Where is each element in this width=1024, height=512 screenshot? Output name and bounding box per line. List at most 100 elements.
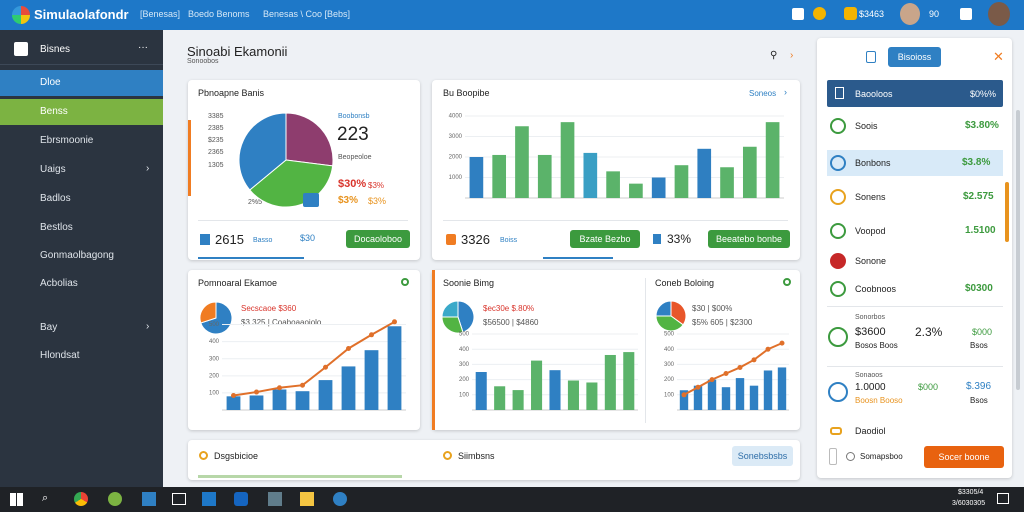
line <box>683 342 783 396</box>
bar <box>531 360 543 410</box>
panel-header-label: Baooloos <box>855 89 893 99</box>
sidebar-item[interactable]: Ebrsmoonie <box>40 135 94 146</box>
tab[interactable]: Benesas \ Coo [Bebs] <box>263 9 351 19</box>
button[interactable]: Sonebsbsbs <box>732 446 793 466</box>
footer-value: 3326 <box>461 232 490 247</box>
legend-label: $3.325 | Coaboaaoiolo <box>241 318 322 327</box>
y-tick-label: 1000 <box>449 175 463 181</box>
pie-chart <box>238 112 334 208</box>
sidebar-item[interactable]: Gonmaolbagong <box>40 250 114 261</box>
button[interactable]: Docaoloboo <box>346 230 410 248</box>
icon[interactable]: › <box>790 50 794 61</box>
sidebar-item[interactable]: Hlondsat <box>40 350 80 361</box>
bar <box>742 146 757 198</box>
row-icon <box>830 189 846 205</box>
line-point <box>392 319 397 325</box>
icon[interactable] <box>401 278 409 286</box>
scrollbar[interactable] <box>1005 182 1009 242</box>
sidebar-item[interactable]: Acbolias <box>40 278 78 289</box>
scrollbar[interactable] <box>1016 110 1020 390</box>
icon[interactable] <box>813 7 826 20</box>
badge-icon <box>844 7 857 20</box>
taskbar-app[interactable] <box>172 493 186 505</box>
tab[interactable]: [Benesas] <box>140 9 181 19</box>
bar <box>560 122 575 198</box>
panel-row[interactable] <box>827 150 1003 176</box>
bar <box>765 122 780 198</box>
avatar[interactable] <box>900 3 920 25</box>
stat-value: $000 <box>918 382 939 392</box>
footer-note: Basso <box>253 237 273 244</box>
row-icon <box>830 253 846 269</box>
bar <box>364 350 379 410</box>
y-tick-label: 400 <box>209 339 220 345</box>
card-title: Coneb Boloing <box>655 278 715 288</box>
combo-chart: 100 200 300 400 500 <box>209 319 406 411</box>
icon[interactable] <box>783 278 791 286</box>
icon[interactable]: ⚲ <box>770 50 778 61</box>
sidebar-item[interactable]: Uaigs <box>40 164 66 175</box>
row-icon <box>830 118 846 134</box>
start-button[interactable] <box>10 493 23 506</box>
button[interactable]: Socer boone <box>924 446 1004 468</box>
menu-dots[interactable]: ··· <box>138 42 148 53</box>
bar <box>629 183 643 198</box>
avatar[interactable] <box>988 2 1010 26</box>
notifications[interactable] <box>997 493 1009 504</box>
bar <box>777 367 787 410</box>
bar <box>763 370 773 410</box>
underline <box>198 257 304 259</box>
stat-caption: Sonorbos <box>855 314 885 321</box>
y-tick-label: 400 <box>459 347 470 353</box>
icon <box>200 234 210 245</box>
line-point <box>277 385 282 391</box>
taskbar-app[interactable] <box>333 492 347 506</box>
bar <box>721 387 731 410</box>
row-value: 1.5100 <box>965 225 996 236</box>
button[interactable]: Bisoioss <box>888 47 941 67</box>
search[interactable]: ⌕ <box>42 492 49 504</box>
row-icon <box>830 155 846 171</box>
y-tick-label: 500 <box>459 332 470 338</box>
axis-label: 2365 <box>208 149 224 156</box>
button[interactable]: Bzate Bezbo <box>570 230 640 248</box>
y-tick-label: 200 <box>664 377 675 383</box>
button[interactable]: Beeatebo bonbe <box>708 230 790 248</box>
page-title: Sinoabi Ekamonii <box>187 44 288 59</box>
icon <box>866 51 876 63</box>
icon[interactable] <box>960 8 972 20</box>
divider <box>827 306 1003 307</box>
tab[interactable]: Boedo Benoms <box>188 9 250 19</box>
close[interactable]: ✕ <box>993 49 1004 64</box>
sidebar-item[interactable]: Badlos <box>40 193 71 204</box>
icon <box>829 448 837 465</box>
y-tick-label: 100 <box>209 390 220 396</box>
taskbar-app[interactable] <box>234 492 248 506</box>
footer-amount: $30 <box>300 233 316 243</box>
taskbar-app[interactable] <box>202 492 216 506</box>
taskbar-app[interactable] <box>142 492 156 506</box>
icon <box>443 451 452 460</box>
taskbar-app[interactable] <box>108 492 122 506</box>
pie-slice <box>441 300 459 318</box>
taskbar-app[interactable] <box>74 492 88 506</box>
radio[interactable] <box>846 452 855 461</box>
page-subtitle: Sonoobos <box>187 58 219 65</box>
sidebar-item[interactable]: Dloe <box>0 70 163 96</box>
legend-label: $ec30e $.80% <box>483 304 535 313</box>
icon[interactable] <box>792 8 804 20</box>
line-point <box>723 371 729 377</box>
stat-value: $.396 <box>966 381 992 392</box>
y-tick-label: 500 <box>664 332 675 338</box>
link[interactable]: Soneos <box>749 89 777 98</box>
app-title: Simulaolafondr <box>34 7 129 22</box>
sidebar-item[interactable]: Bay <box>40 322 58 333</box>
bar <box>693 385 703 410</box>
sidebar-item[interactable]: Benss <box>0 99 163 125</box>
sidebar-item[interactable]: Bestlos <box>40 222 73 233</box>
taskbar-app[interactable] <box>268 492 282 506</box>
chevron: › <box>146 321 150 332</box>
line-point <box>751 357 757 363</box>
taskbar-app[interactable] <box>300 492 314 506</box>
row-label: Sonone <box>855 256 887 266</box>
